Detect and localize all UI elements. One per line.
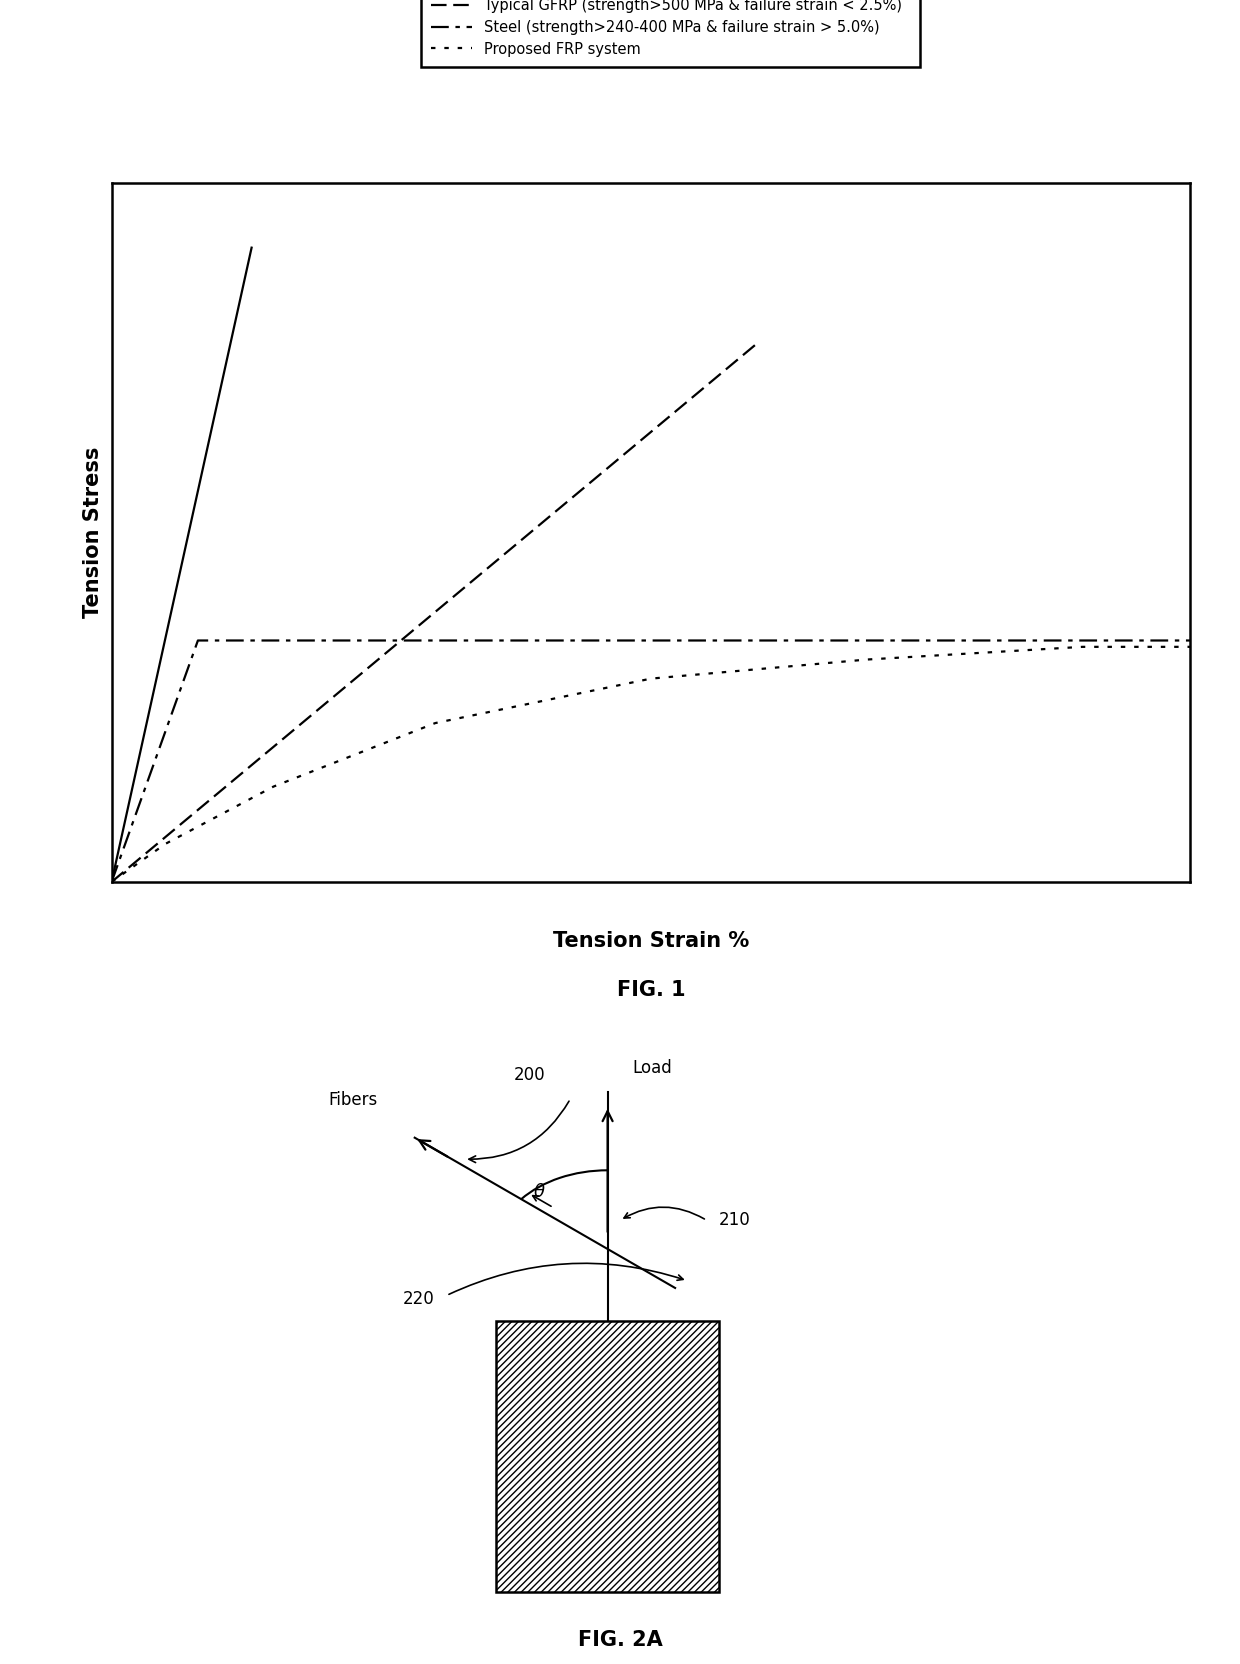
Y-axis label: Tension Stress: Tension Stress — [83, 448, 103, 617]
Text: 220: 220 — [402, 1290, 434, 1308]
Text: Fibers: Fibers — [329, 1092, 377, 1110]
Text: Load: Load — [632, 1060, 672, 1077]
Bar — [496, 1321, 719, 1592]
Text: 210: 210 — [719, 1211, 751, 1230]
Legend: Typical CFRP (strength>1000 MPa & failure strain < 1.5%), Typical GFRP (strength: Typical CFRP (strength>1000 MPa & failur… — [420, 0, 920, 67]
Text: 200: 200 — [513, 1067, 546, 1085]
Text: Tension Strain %: Tension Strain % — [553, 930, 749, 950]
Text: θ: θ — [534, 1183, 544, 1201]
Text: FIG. 1: FIG. 1 — [616, 980, 686, 1000]
Text: FIG. 2A: FIG. 2A — [578, 1629, 662, 1649]
